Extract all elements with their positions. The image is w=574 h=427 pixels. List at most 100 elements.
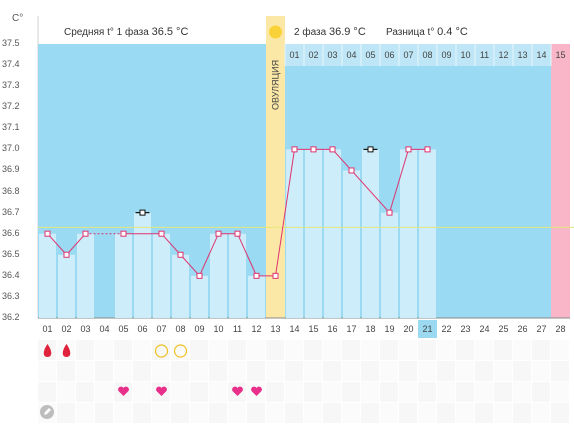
marker-cell — [304, 403, 322, 423]
x-tick-label[interactable]: 02 — [61, 324, 72, 334]
temperature-line-segment — [47, 233, 67, 256]
x-tick-label[interactable]: 13 — [270, 324, 281, 334]
x-tick-label[interactable]: 19 — [384, 324, 395, 334]
x-tick-label[interactable]: 07 — [156, 324, 167, 334]
x-tick-label[interactable]: 05 — [118, 324, 129, 334]
marker-cell — [513, 340, 531, 360]
marker-cell — [190, 361, 208, 381]
temperature-point — [177, 251, 184, 258]
marker-cell — [551, 382, 569, 402]
y-tick-label: 36.4 — [2, 269, 20, 280]
temperature-point — [215, 230, 222, 237]
marker-cell — [418, 340, 436, 360]
marker-cell — [323, 340, 341, 360]
marker-cell — [551, 340, 569, 360]
marker-cell — [494, 403, 512, 423]
temperature-bar — [115, 233, 132, 318]
marker-cell — [494, 361, 512, 381]
temperature-point — [291, 146, 298, 153]
marker-cell — [380, 361, 398, 381]
marker-cell — [437, 340, 455, 360]
marker-cell — [171, 361, 189, 381]
x-tick-label[interactable]: 27 — [536, 324, 547, 334]
x-tick-label[interactable]: 18 — [365, 324, 376, 334]
x-tick-label[interactable]: 16 — [327, 324, 338, 334]
marker-cell — [532, 361, 550, 381]
temperature-bar — [248, 275, 265, 318]
phase2-day-label: 08 — [422, 50, 433, 60]
y-tick-label: 37.3 — [2, 80, 20, 91]
marker-cell — [513, 382, 531, 402]
x-tick-label[interactable]: 06 — [137, 324, 148, 334]
x-tick-label[interactable]: 03 — [80, 324, 91, 334]
marker-cell — [228, 340, 246, 360]
marker-cell — [418, 403, 436, 423]
marker-cell — [475, 361, 493, 381]
marker-cell — [323, 382, 341, 402]
y-tick-label: 37.2 — [2, 101, 20, 112]
marker-cell — [190, 340, 208, 360]
x-tick-label[interactable]: 01 — [42, 324, 53, 334]
temperature-line-segment — [199, 233, 219, 277]
x-tick-label[interactable]: 14 — [289, 324, 300, 334]
x-tick-label[interactable]: 15 — [308, 324, 319, 334]
x-tick-label[interactable]: 12 — [251, 324, 262, 334]
temperature-point — [63, 251, 70, 258]
phase2-day-label: 09 — [441, 50, 452, 60]
x-tick-label[interactable]: 17 — [346, 324, 357, 334]
heart-icon — [251, 386, 262, 396]
x-tick-label[interactable]: 28 — [555, 324, 566, 334]
x-tick-label[interactable]: 25 — [498, 324, 509, 334]
marker-cell — [38, 382, 56, 402]
x-tick-label[interactable]: 04 — [99, 324, 110, 334]
temperature-point — [120, 230, 127, 237]
y-tick-label: 36.7 — [2, 206, 20, 217]
y-tick-label: 36.3 — [2, 290, 20, 301]
phase2-day-strip — [285, 44, 570, 66]
marker-cell — [399, 340, 417, 360]
marker-cell — [266, 361, 284, 381]
phase2-day-label: 05 — [365, 50, 376, 60]
temperature-point — [82, 230, 89, 237]
temperature-line-segment — [237, 233, 257, 277]
excluded-temperature-point — [367, 146, 374, 153]
circle-icon — [173, 344, 188, 358]
x-tick-label[interactable]: 20 — [403, 324, 414, 334]
temperature-line-segment — [275, 149, 295, 276]
phase2-day-label: 13 — [517, 50, 528, 60]
temperature-point — [424, 146, 431, 153]
x-tick-label[interactable]: 24 — [479, 324, 490, 334]
x-tick-label[interactable]: 21 — [422, 324, 433, 334]
marker-cell — [114, 340, 132, 360]
temperature-bar — [343, 170, 360, 318]
temperature-point — [386, 209, 393, 216]
difference-label: Разница t° — [386, 27, 435, 38]
pencil-icon[interactable] — [40, 405, 54, 419]
y-tick-label: 37.0 — [2, 143, 20, 154]
temperature-point — [234, 230, 241, 237]
marker-cell — [437, 382, 455, 402]
temperature-bar — [324, 149, 341, 318]
x-tick-label[interactable]: 11 — [232, 324, 243, 334]
marker-cell — [437, 361, 455, 381]
x-tick-label[interactable]: 22 — [441, 324, 452, 334]
temperature-bar — [362, 149, 379, 318]
marker-cell — [285, 340, 303, 360]
x-tick-label[interactable]: 10 — [213, 324, 224, 334]
temperature-bar — [77, 233, 94, 318]
x-tick-label[interactable]: 08 — [175, 324, 186, 334]
phase1-average: Средняя t° 1 фаза 36.5 °C — [64, 26, 188, 38]
temperature-bar — [39, 233, 56, 318]
marker-cell — [361, 340, 379, 360]
x-tick-label[interactable]: 26 — [517, 324, 528, 334]
marker-cell — [114, 361, 132, 381]
x-tick-label[interactable]: 09 — [194, 324, 205, 334]
temperature-bar — [286, 149, 303, 318]
marker-cell — [95, 382, 113, 402]
marker-cell — [57, 382, 75, 402]
x-tick-label[interactable]: 23 — [460, 324, 471, 334]
temperature-bar — [381, 212, 398, 318]
phase2-day-label: 01 — [289, 50, 300, 60]
temperature-line-segment — [161, 233, 181, 256]
marker-cell — [475, 403, 493, 423]
